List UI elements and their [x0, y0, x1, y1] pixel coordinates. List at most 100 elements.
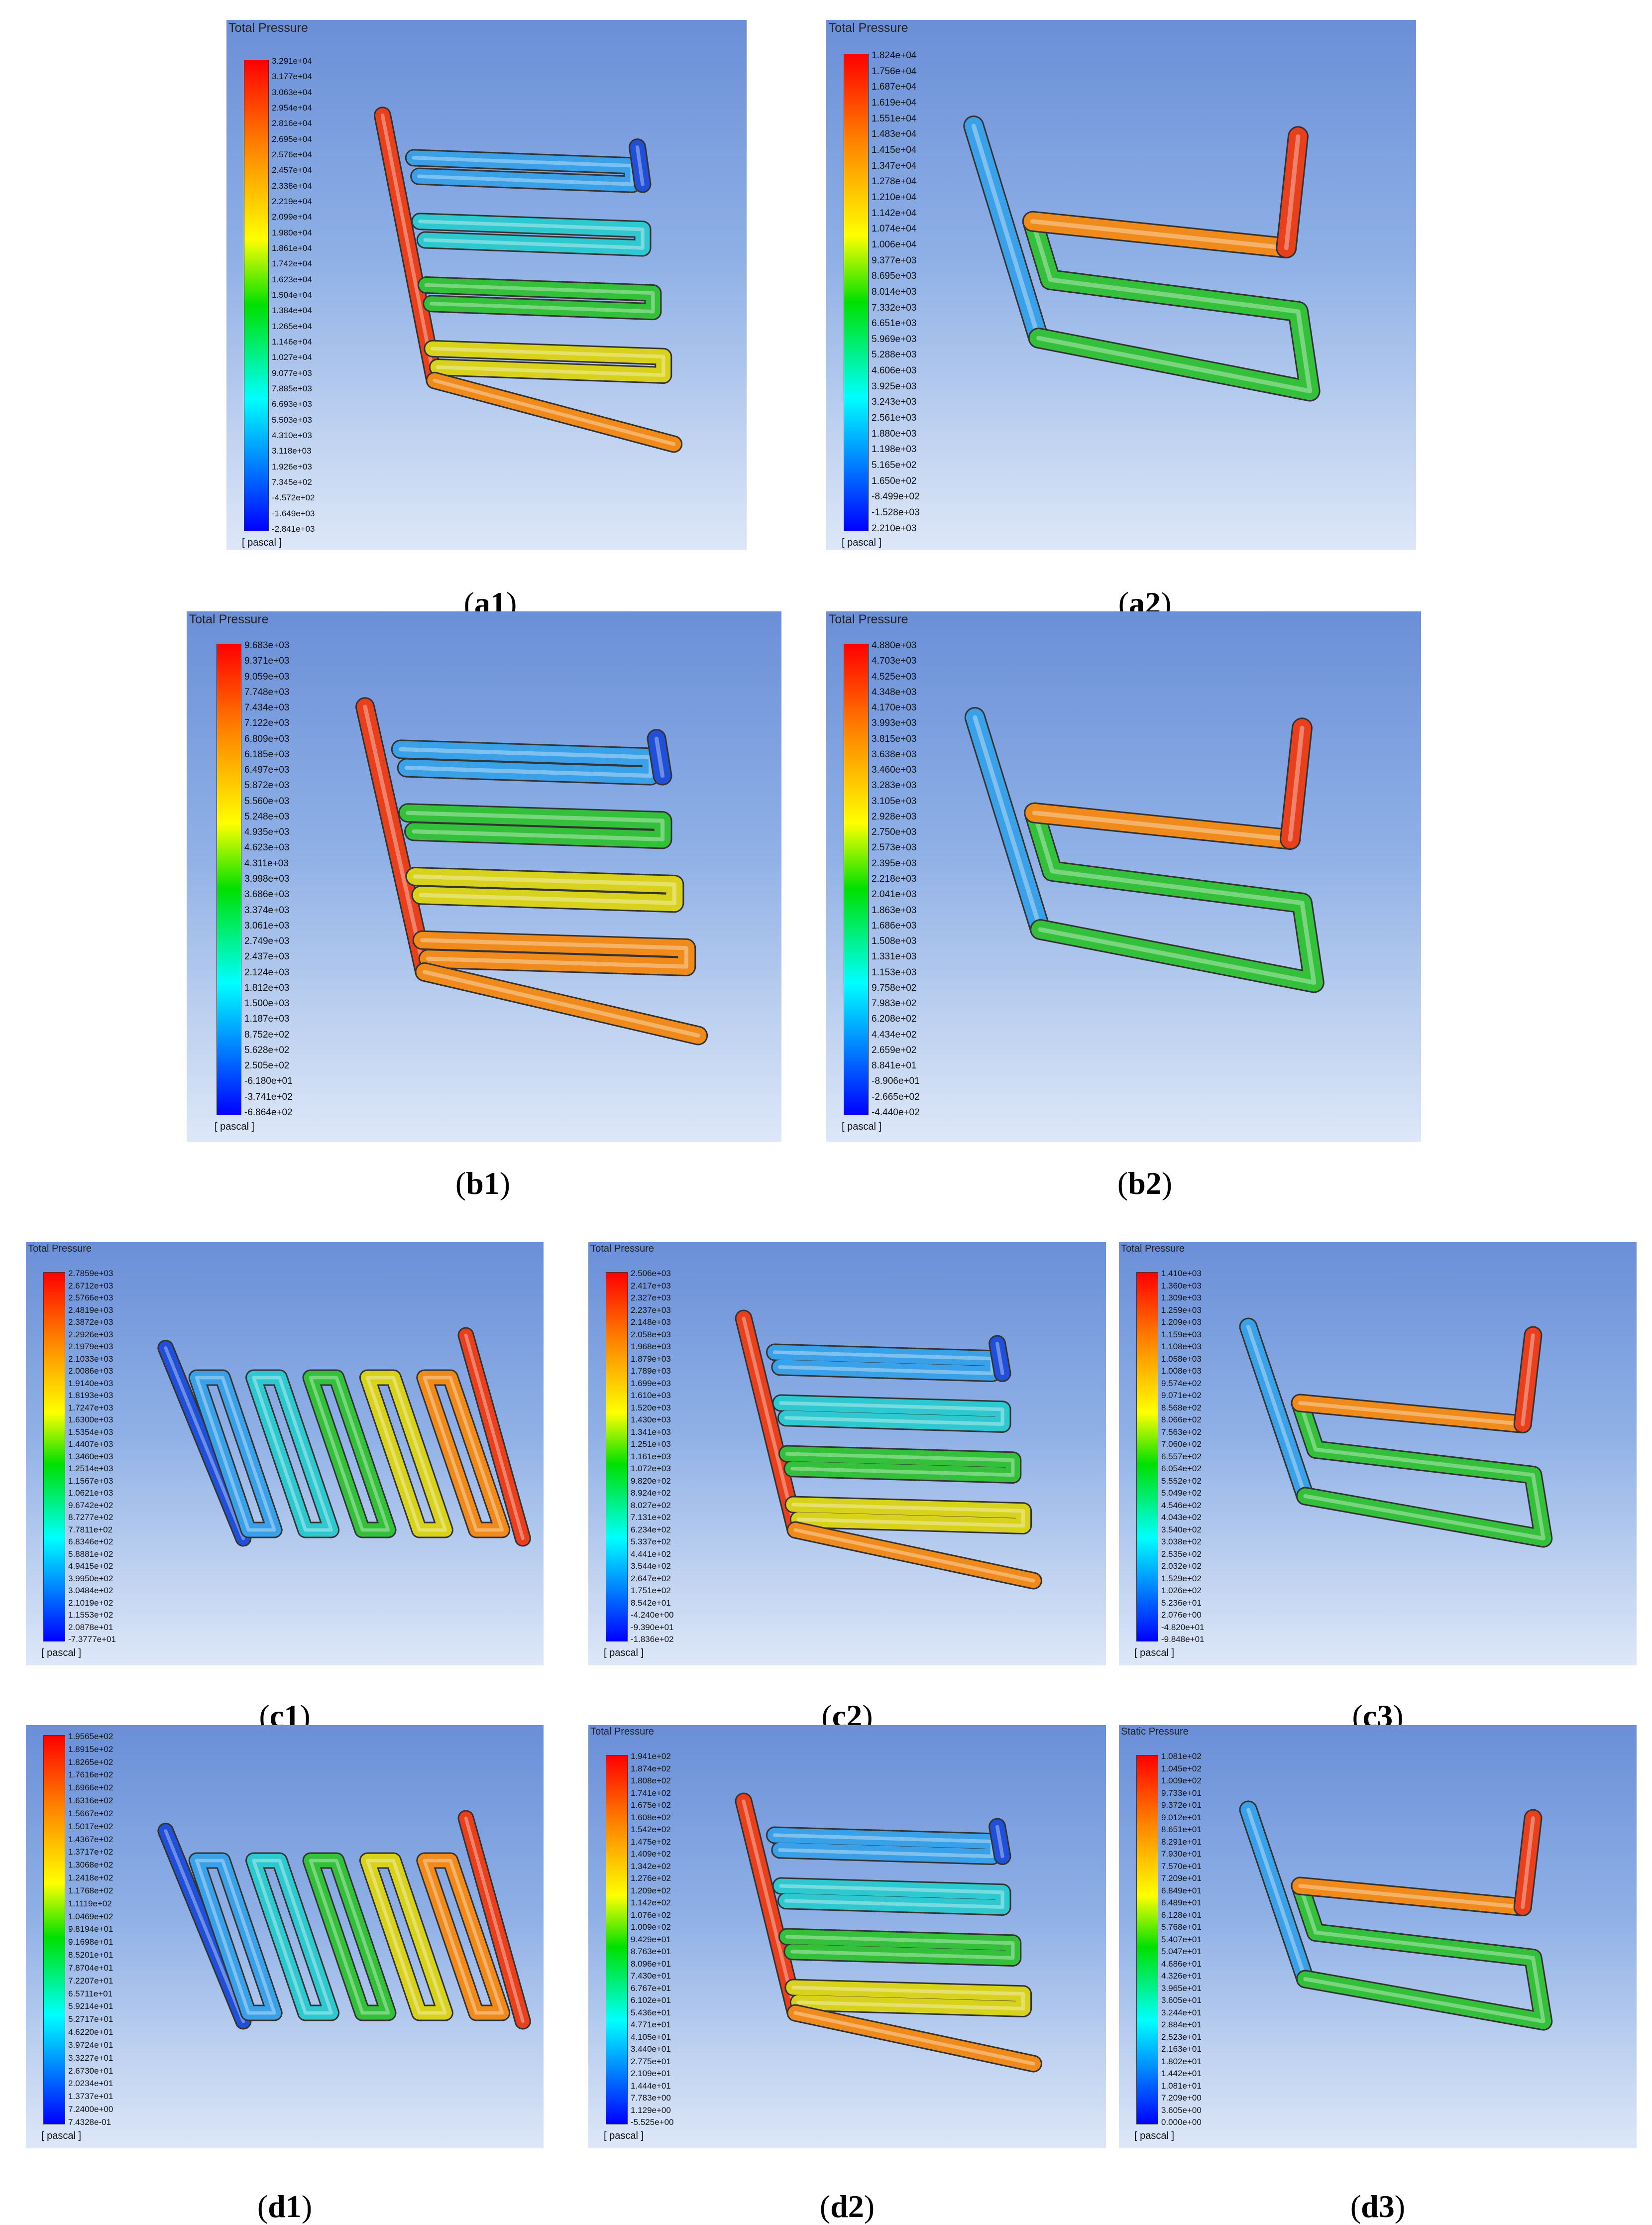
legend-tick-label: 1.812e+03	[244, 982, 290, 993]
legend-tick-label: 1.483e+04	[872, 129, 917, 140]
legend-tick-label: 1.081e+01	[1161, 2081, 1202, 2091]
legend-tick-label: 6.489e+01	[1161, 1898, 1202, 1907]
legend-tick-label: 1.006e+04	[872, 239, 917, 250]
caption-number: 3	[1378, 2189, 1395, 2224]
serpentine-loop-2	[773, 1396, 1010, 1431]
legend-tick-label: 3.544e+02	[631, 1561, 671, 1571]
legend-tick-label: 1.410e+03	[1161, 1269, 1202, 1278]
legend-tick-label: 3.925e+03	[872, 381, 917, 392]
serpentine-loop-3	[407, 868, 683, 912]
legend-tick-label: 8.651e+01	[1161, 1825, 1202, 1834]
legend-tick-label: 2.0234e+01	[68, 2079, 113, 2089]
legend-tick-label: 3.686e+03	[244, 889, 290, 900]
legend-tick-label: 7.748e+03	[244, 687, 290, 698]
panel-caption-b1: (b1)	[455, 1166, 511, 1201]
legend-tick-label: 7.332e+03	[872, 302, 917, 313]
legend-tick-label: 6.651e+03	[872, 318, 917, 329]
legend-tick-label: 7.209e+01	[1161, 1874, 1202, 1883]
vertical-loop-4	[360, 1371, 452, 1537]
legend-tick-label: 1.475e+02	[631, 1837, 671, 1847]
color-legend-ticks: 1.081e+02 1.045e+02 1.009e+02 9.733e+01 9.37…	[1161, 1752, 1202, 2126]
inlet-manifold-pipe	[1240, 1319, 1313, 1504]
caption-letter: b	[466, 1166, 484, 1201]
legend-tick-label: 1.741e+02	[631, 1788, 671, 1798]
legend-unit-label: [ pascal ]	[842, 1121, 882, 1132]
legend-tick-label: -1.649e+03	[272, 508, 315, 518]
legend-tick-label: -4.440e+02	[872, 1107, 920, 1118]
legend-tick-label: 1.331e+03	[872, 951, 917, 962]
panel-title: Static Pressure	[1121, 1726, 1189, 1737]
legend-tick-label: 8.014e+03	[872, 286, 917, 297]
legend-tick-label: 1.074e+04	[872, 224, 917, 234]
legend-tick-label: 3.118e+03	[272, 446, 312, 456]
vertical-loop-5	[418, 1854, 509, 2020]
legend-tick-label: 2.523e+01	[1161, 2032, 1202, 2042]
legend-tick-label: -5.525e+00	[631, 2117, 674, 2127]
legend-tick-label: 3.9724e+01	[68, 2040, 113, 2050]
legend-tick-label: 1.442e+01	[1161, 2069, 1202, 2078]
outlet-manifold-pipe	[459, 1328, 530, 1545]
legend-tick-label: 1.4367e+02	[68, 1834, 113, 1844]
color-legend-bar	[1136, 1272, 1158, 1641]
serpentine-loop-1	[767, 1345, 999, 1381]
legend-unit-label: [ pascal ]	[1134, 2130, 1175, 2141]
legend-tick-label: 4.170e+03	[872, 703, 917, 713]
pipe-geometry	[735, 1309, 1042, 1590]
outlet-riser-pipe	[648, 730, 671, 784]
legend-tick-label: 6.054e+02	[1161, 1464, 1202, 1473]
legend-unit-label: [ pascal ]	[242, 537, 282, 548]
color-legend-bar	[606, 1272, 628, 1641]
legend-tick-label: 3.374e+03	[244, 905, 290, 916]
serpentine-loop-1	[406, 150, 640, 192]
contour-panel-d1: 1.9565e+02 1.8915e+02 1.8265e+02 1.7616e+02…	[26, 1725, 544, 2148]
legend-tick-label: -3.741e+02	[244, 1091, 293, 1102]
panel-title: Total Pressure	[28, 1243, 92, 1254]
legend-tick-label: 6.809e+03	[244, 733, 290, 744]
legend-tick-label: 4.546e+02	[1161, 1500, 1202, 1510]
vertical-loop-3	[304, 1854, 395, 2020]
legend-tick-label: 6.767e+01	[631, 1983, 671, 1993]
legend-tick-label: 2.6712e+03	[68, 1281, 113, 1290]
legend-tick-label: 1.146e+04	[272, 337, 312, 347]
legend-tick-label: 9.429e+01	[631, 1934, 671, 1944]
legend-tick-label: 5.872e+03	[244, 780, 290, 791]
legend-tick-label: 2.5766e+03	[68, 1293, 113, 1302]
legend-tick-label: 4.771e+01	[631, 2020, 671, 2029]
legend-unit-label: [ pascal ]	[41, 2130, 82, 2141]
legend-tick-label: 4.623e+03	[244, 842, 290, 853]
panel-title: Total Pressure	[189, 612, 269, 627]
legend-tick-label: 5.047e+01	[1161, 1947, 1202, 1956]
legend-tick-label: 4.348e+03	[872, 687, 917, 698]
legend-tick-label: 1.926e+03	[272, 462, 312, 471]
legend-tick-label: 9.371e+03	[244, 656, 290, 667]
contour-panel-d2: Total Pressure 1.941e+02 1.874e+02 1.808e+0…	[588, 1725, 1106, 2148]
legend-tick-label: 2.327e+03	[631, 1293, 671, 1302]
legend-tick-label: 1.265e+04	[272, 321, 312, 331]
legend-tick-label: 1.129e+00	[631, 2105, 671, 2115]
legend-tick-label: 2.0086e+03	[68, 1366, 113, 1376]
legend-tick-label: 2.099e+04	[272, 212, 312, 222]
inlet-manifold-pipe	[736, 1794, 803, 2020]
legend-unit-label: [ pascal ]	[842, 537, 882, 548]
legend-tick-label: 2.148e+03	[631, 1317, 671, 1327]
legend-tick-label: 3.291e+04	[272, 56, 312, 66]
legend-tick-label: -1.528e+03	[872, 507, 920, 518]
legend-tick-label: 1.259e+03	[1161, 1305, 1202, 1315]
legend-tick-label: 5.165e+02	[872, 460, 917, 471]
legend-tick-label: 4.310e+03	[272, 430, 312, 440]
serpentine-loop-3	[779, 1929, 1020, 1965]
serpentine-loop-4	[786, 1980, 1031, 2016]
legend-tick-label: 1.802e+01	[1161, 2056, 1202, 2066]
legend-tick-label: 8.568e+02	[1161, 1403, 1202, 1412]
legend-unit-label: [ pascal ]	[41, 1647, 82, 1658]
legend-unit-label: [ pascal ]	[604, 2130, 644, 2141]
legend-tick-label: 1.347e+04	[872, 160, 917, 171]
legend-tick-label: 2.032e+02	[1161, 1561, 1202, 1571]
legend-tick-label: 1.276e+02	[631, 1874, 671, 1883]
legend-tick-label: 4.326e+01	[1161, 1971, 1202, 1981]
legend-tick-label: 9.574e+02	[1161, 1378, 1202, 1388]
contour-panel-b2: Total Pressure 4.880e+03 4.703e+03 4.525e+0…	[826, 611, 1421, 1142]
legend-tick-label: 4.043e+02	[1161, 1513, 1202, 1522]
pipe-geometry	[1239, 1317, 1553, 1548]
legend-tick-label: 2.109e+01	[631, 2069, 671, 2078]
